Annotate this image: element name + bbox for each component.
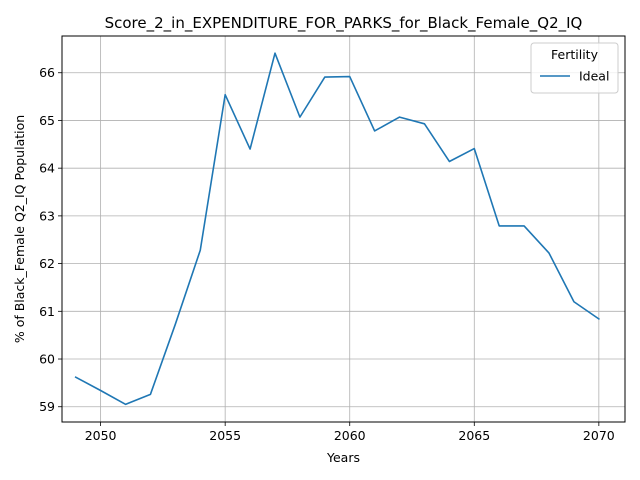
y-gridlines [62,72,625,408]
y-axis-ticks: 59 60 61 62 63 64 65 66 [39,65,62,414]
plot-frame [61,35,626,423]
x-axis-ticks: 2050 2055 2060 2065 2070 [85,422,615,443]
x-tick-label: 2055 [209,428,241,443]
x-axis-label: Years [326,450,360,465]
legend-box [530,42,619,94]
y-tick-label: 66 [39,65,55,80]
x-tick-label: 2050 [85,428,117,443]
legend-label-ideal: Ideal [579,69,609,84]
series-layer [74,52,600,406]
x-tick-label: 2065 [458,428,490,443]
y-tick-label: 64 [39,161,55,176]
x-gridlines [100,36,600,422]
y-tick-label: 65 [39,113,55,128]
y-tick-label: 63 [39,208,55,223]
y-tick-label: 62 [39,256,55,271]
legend: Fertility Ideal [530,42,619,94]
y-axis-label: % of Black_Female Q2_IQ Population [12,115,27,343]
x-tick-label: 2070 [583,428,615,443]
legend-title: Fertility [551,47,599,62]
chart-title: Score_2_in_EXPENDITURE_FOR_PARKS_for_Bla… [105,14,583,33]
series-line-ideal [74,52,600,406]
y-tick-label: 59 [39,399,55,414]
x-tick-label: 2060 [334,428,366,443]
y-tick-label: 61 [39,304,55,319]
y-tick-label: 60 [39,352,55,367]
